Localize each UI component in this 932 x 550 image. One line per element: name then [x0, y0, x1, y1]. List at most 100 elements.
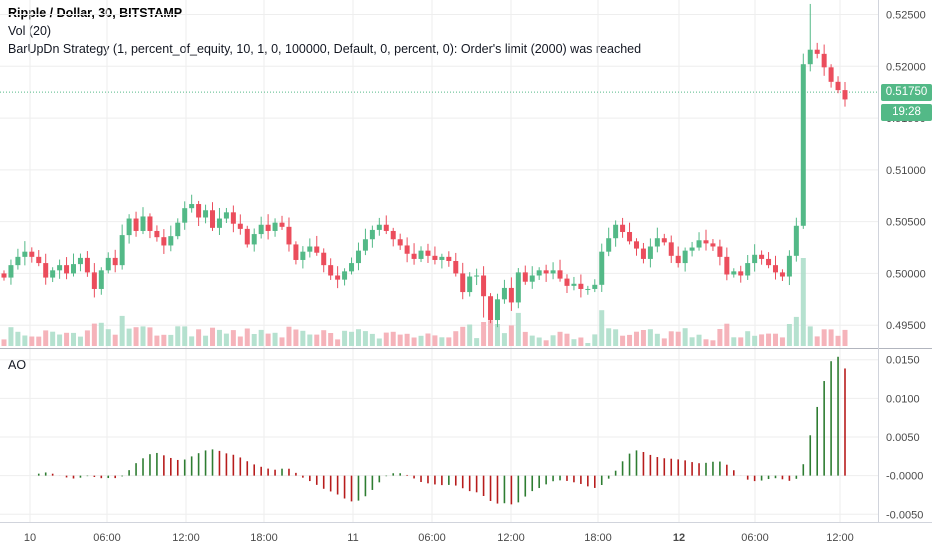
candle-body: [411, 253, 417, 259]
volume-bar: [390, 331, 396, 346]
candle-body: [355, 250, 361, 264]
candle-body: [376, 224, 382, 230]
volume-bar: [328, 333, 334, 346]
candle-body: [606, 238, 612, 252]
volume-bar: [147, 327, 153, 346]
candle-body: [508, 287, 514, 303]
volume-bar: [64, 332, 70, 346]
candle-body: [404, 245, 410, 254]
price-tick-label: 0.49500: [886, 320, 926, 332]
volume-bar: [279, 337, 285, 346]
candle-body: [529, 275, 535, 282]
candle-body: [36, 256, 42, 264]
volume-bar: [835, 335, 841, 346]
volume-bar: [738, 337, 744, 346]
candle-body: [481, 275, 487, 297]
volume-bar: [98, 322, 104, 346]
candle-body: [585, 288, 591, 290]
time-tick-label: 06:00: [741, 532, 769, 544]
volume-bar: [522, 331, 528, 346]
candle-body: [654, 238, 660, 247]
volume-bar: [244, 328, 250, 346]
candle-body: [175, 222, 181, 237]
candle-body: [731, 271, 737, 275]
candle-body: [383, 224, 389, 231]
candle-body: [675, 255, 681, 264]
candle-body: [522, 272, 528, 282]
volume-bar: [8, 327, 14, 346]
volume-bar: [300, 330, 306, 346]
volume-bar: [682, 328, 688, 346]
volume-bar: [293, 329, 299, 346]
time-tick-label: 06:00: [93, 532, 121, 544]
volume-bar: [119, 315, 125, 346]
candle-body: [467, 276, 473, 293]
candle-body: [828, 67, 834, 82]
volume-bar: [793, 316, 799, 346]
volume-bar: [258, 329, 264, 346]
volume-bar: [766, 333, 772, 346]
candle-body: [793, 225, 799, 256]
candle-body: [126, 218, 132, 236]
candle-body: [752, 254, 758, 264]
time-tick-label: 18:00: [584, 532, 612, 544]
candle-body: [668, 242, 674, 256]
volume-bar: [460, 326, 466, 346]
volume-bar: [196, 329, 202, 346]
candle-body: [279, 222, 285, 227]
candle-body: [105, 257, 111, 271]
volume-bar: [501, 333, 507, 346]
candle-body: [112, 257, 118, 266]
volume-bar: [717, 329, 723, 346]
volume-bar: [661, 338, 667, 346]
candle-body: [759, 254, 765, 259]
volume-bar: [223, 333, 229, 346]
volume-bar: [508, 325, 514, 346]
candle-body: [842, 90, 848, 100]
candle-body: [300, 251, 306, 260]
candle-body: [439, 256, 445, 260]
volume-bar: [36, 336, 42, 346]
candle-body: [710, 243, 716, 247]
volume-bar: [57, 334, 63, 346]
volume-bar: [613, 329, 619, 346]
candle-body: [814, 49, 820, 54]
volume-bar: [814, 336, 820, 346]
ao-tick-label: -0.0000: [886, 471, 923, 483]
volume-bar: [828, 329, 834, 346]
candle-body: [543, 270, 549, 274]
candle-body: [564, 278, 570, 286]
candle-body: [738, 271, 744, 276]
volume-bar: [230, 330, 236, 346]
candle-body: [689, 247, 695, 251]
volume-bar: [272, 332, 278, 346]
volume-bar: [29, 336, 35, 346]
volume-bar: [15, 331, 21, 346]
price-tick-label: 0.50500: [886, 217, 926, 229]
candle-body: [64, 265, 70, 274]
time-tick-label: 12:00: [826, 532, 854, 544]
candle-body: [578, 283, 584, 289]
candle-body: [161, 237, 167, 246]
ao-tick-label: 0.0150: [886, 355, 920, 367]
volume-bar: [807, 326, 813, 346]
candle-body: [43, 263, 49, 278]
ao-indicator-label: AO: [8, 358, 27, 372]
candle-body: [29, 251, 35, 257]
volume-bar: [321, 330, 327, 346]
volume-bar: [355, 329, 361, 346]
candle-body: [515, 272, 521, 303]
candle-body: [488, 296, 494, 321]
candle-body: [168, 236, 174, 246]
candle-body: [133, 218, 139, 231]
volume-bar: [627, 334, 633, 346]
candle-body: [369, 229, 375, 240]
volume-bar: [536, 337, 542, 346]
volume-bar: [710, 340, 716, 346]
volume-bar: [161, 334, 167, 346]
volume-bar: [418, 335, 424, 346]
candle-body: [835, 81, 841, 91]
volume-bar: [578, 337, 584, 346]
candle-body: [501, 287, 507, 300]
